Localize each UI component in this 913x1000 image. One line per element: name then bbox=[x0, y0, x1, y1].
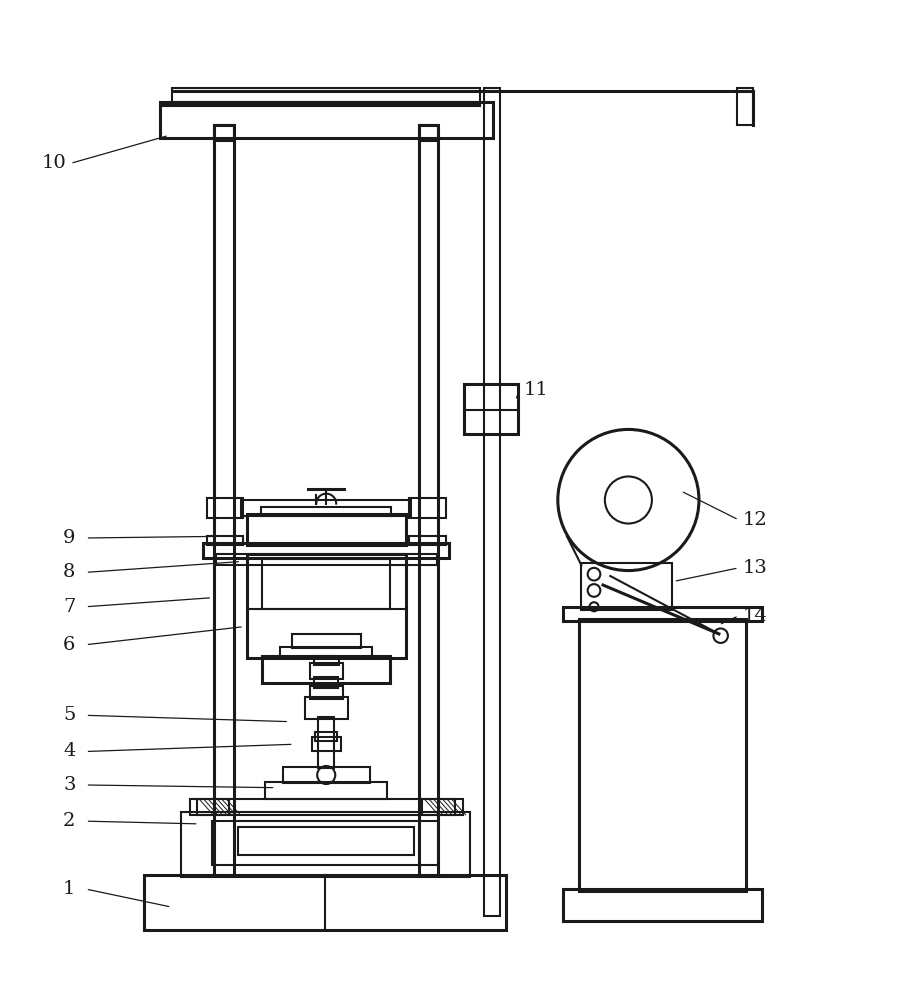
Bar bbox=[262, 656, 391, 683]
Bar bbox=[247, 554, 406, 658]
Text: 10: 10 bbox=[42, 154, 67, 172]
Text: 14: 14 bbox=[742, 607, 768, 625]
Text: 13: 13 bbox=[742, 559, 768, 577]
Bar bbox=[241, 500, 411, 516]
Bar bbox=[190, 799, 463, 815]
Bar bbox=[422, 799, 455, 815]
Text: 11: 11 bbox=[524, 381, 549, 399]
Bar bbox=[310, 663, 342, 679]
Bar bbox=[418, 125, 438, 141]
Bar bbox=[207, 536, 243, 545]
Text: 2: 2 bbox=[63, 812, 76, 830]
Bar bbox=[464, 384, 518, 434]
Bar bbox=[215, 554, 436, 565]
Bar bbox=[261, 507, 392, 516]
Bar bbox=[292, 634, 361, 648]
Bar bbox=[247, 514, 406, 545]
Bar bbox=[314, 677, 338, 688]
Text: 12: 12 bbox=[742, 511, 768, 529]
Text: 7: 7 bbox=[63, 598, 76, 616]
Text: 8: 8 bbox=[63, 563, 76, 581]
Bar bbox=[563, 889, 762, 921]
Bar bbox=[214, 125, 234, 141]
Bar bbox=[579, 619, 746, 891]
Bar bbox=[737, 88, 753, 125]
Bar bbox=[262, 559, 391, 609]
Bar bbox=[563, 607, 762, 621]
Bar bbox=[204, 543, 449, 558]
Bar bbox=[181, 812, 470, 877]
Text: 6: 6 bbox=[63, 636, 76, 654]
Text: 4: 4 bbox=[63, 742, 76, 760]
Bar bbox=[197, 799, 229, 815]
Bar bbox=[409, 498, 446, 518]
Bar bbox=[315, 732, 337, 741]
Text: 9: 9 bbox=[63, 529, 76, 547]
Bar bbox=[310, 686, 342, 699]
Text: 5: 5 bbox=[63, 706, 76, 724]
Bar bbox=[160, 102, 493, 138]
Bar bbox=[207, 498, 243, 518]
Bar bbox=[318, 717, 334, 768]
Bar bbox=[409, 536, 446, 545]
Bar bbox=[418, 125, 438, 875]
Bar bbox=[311, 737, 341, 751]
Bar bbox=[212, 821, 438, 865]
Bar bbox=[582, 563, 672, 610]
Bar bbox=[280, 647, 373, 657]
Bar bbox=[214, 125, 234, 875]
Bar bbox=[484, 88, 500, 916]
Bar bbox=[305, 697, 348, 719]
Bar bbox=[237, 827, 414, 855]
Bar bbox=[173, 102, 480, 106]
Bar bbox=[283, 767, 370, 783]
Text: 1: 1 bbox=[63, 880, 76, 898]
Bar bbox=[173, 88, 480, 105]
Bar bbox=[144, 875, 506, 930]
Bar bbox=[313, 656, 339, 665]
Text: 3: 3 bbox=[63, 776, 76, 794]
Bar bbox=[265, 782, 387, 799]
